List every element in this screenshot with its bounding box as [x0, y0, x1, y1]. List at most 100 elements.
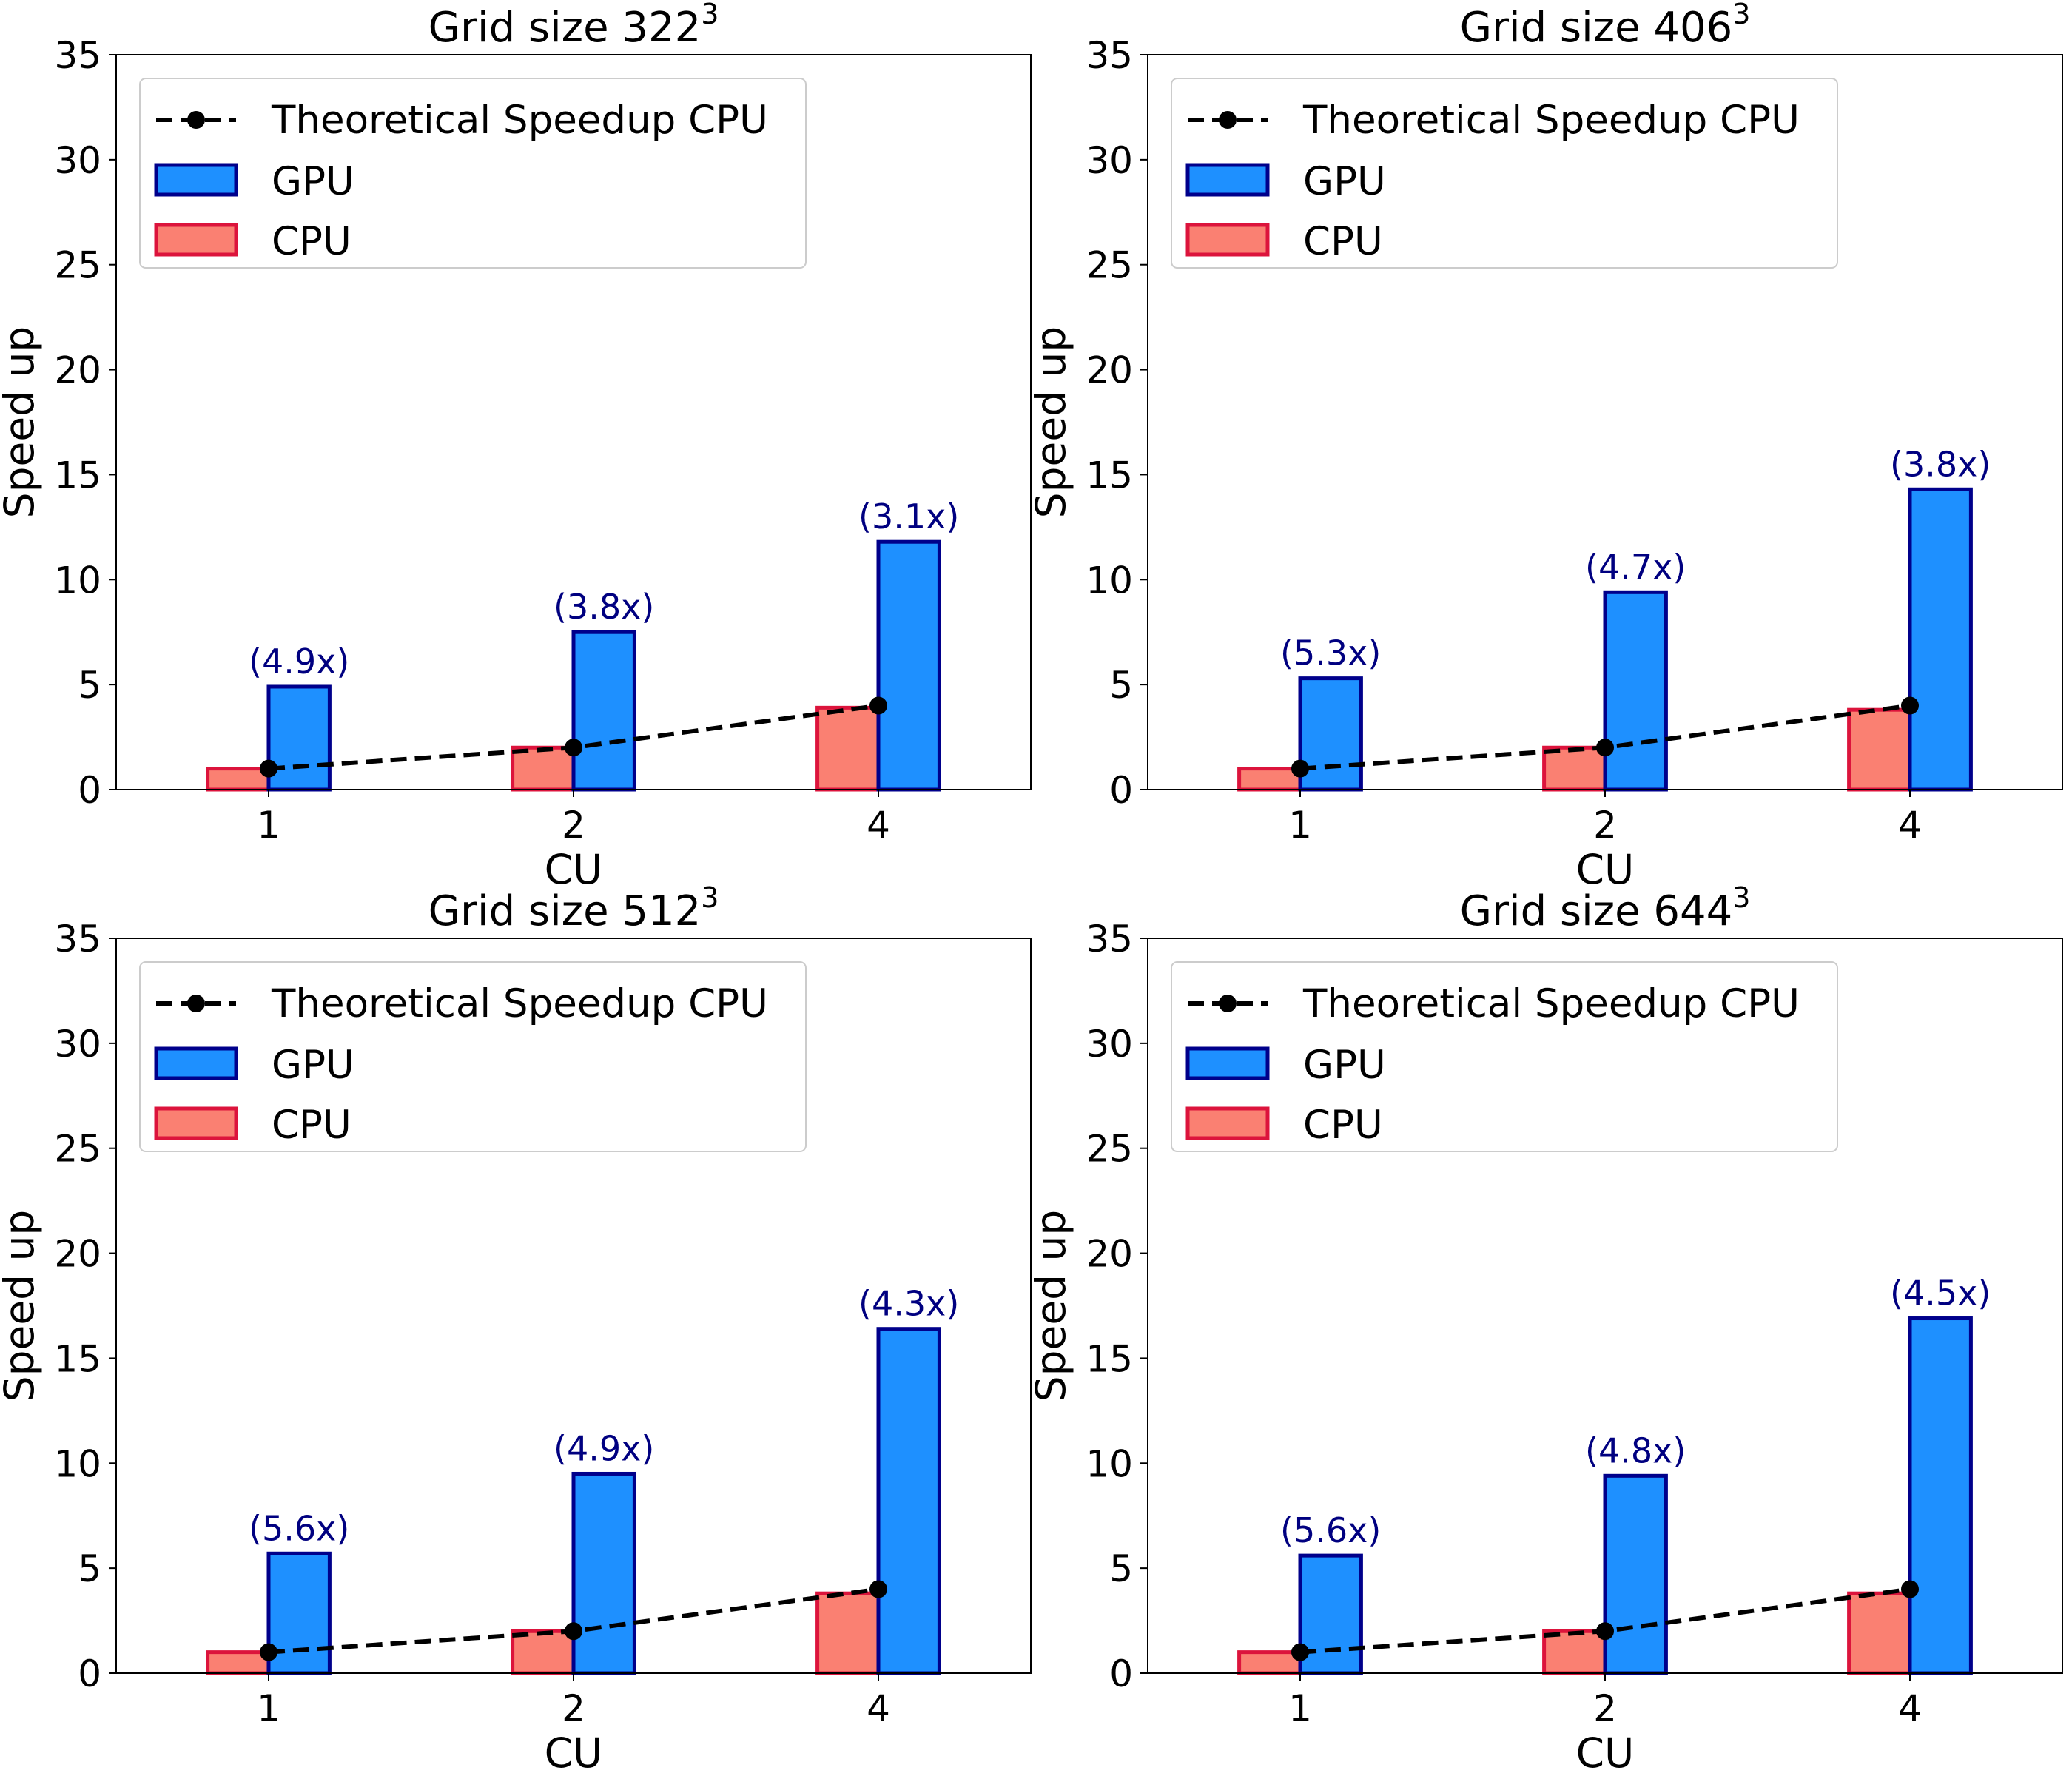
bars: (5.3x) (4.7x) (3.8x) [1237, 444, 1991, 792]
speedup-annotation-1: (4.9x) [249, 642, 349, 682]
theoretical-point-4 [1901, 1580, 1919, 1598]
cpu-bar-2 [511, 1629, 576, 1675]
legend-label: GPU [272, 159, 354, 204]
legend-marker-key [1219, 111, 1237, 129]
chart-panel-2: (5.3x) (4.7x) (3.8x) 0 5 10 15 20 25 30 35 1 2 4 CU Spe… [1027, 0, 2063, 893]
legend: Theoretical Speedup CPU GPU CPU [139, 78, 807, 269]
legend-label: CPU [1303, 1103, 1383, 1148]
x-tick-label: 1 [1288, 1687, 1312, 1730]
speedup-annotation-4: (4.3x) [858, 1284, 959, 1324]
cpu-bar-2 [1542, 745, 1607, 792]
x-tick-label: 1 [257, 1687, 280, 1730]
cpu-bar-4 [815, 705, 881, 792]
theoretical-point-4 [870, 1580, 887, 1598]
legend-gpu-swatch [1185, 1046, 1270, 1080]
theoretical-point-1 [260, 1643, 278, 1661]
y-tick-label: 10 [54, 559, 101, 602]
y-tick-label: 30 [1086, 1023, 1133, 1066]
cpu-bar-4 [815, 1591, 881, 1675]
y-axis-label: Speed up [1027, 1210, 1074, 1402]
y-tick-label: 20 [1086, 1233, 1133, 1276]
legend-label: Theoretical Speedup CPU [271, 981, 768, 1026]
x-tick-label: 4 [1898, 804, 1922, 847]
y-axis-label: Speed up [1027, 326, 1074, 519]
legend-marker-key [1219, 995, 1237, 1012]
chart-panel-1: (4.9x) (3.8x) (3.1x) 0 5 10 15 20 25 30 35 1 2 4 CU Spe… [0, 0, 1032, 893]
speedup-annotation-2: (3.8x) [554, 587, 654, 627]
y-tick-label: 30 [54, 139, 101, 182]
chart-title: Grid size 3223 [428, 0, 719, 52]
speedup-annotation-1: (5.6x) [1280, 1510, 1381, 1550]
speedup-annotation-4: (3.8x) [1890, 444, 1991, 484]
cpu-bar-4 [1847, 707, 1912, 792]
y-tick-label: 0 [1109, 769, 1133, 812]
chart-title: Grid size 4063 [1460, 0, 1751, 52]
legend-gpu-swatch [154, 1046, 238, 1080]
cpu-bar-1 [1237, 1650, 1302, 1675]
legend-cpu-swatch [1185, 223, 1270, 257]
chart-title-text: Grid size 512 [428, 887, 702, 935]
y-tick-label: 5 [78, 664, 101, 707]
legend-gpu-swatch [1185, 163, 1270, 197]
chart-title-text: Grid size 644 [1460, 887, 1733, 935]
speedup-annotation-4: (3.1x) [858, 497, 959, 536]
cpu-bar-2 [1542, 1629, 1607, 1675]
legend: Theoretical Speedup CPU GPU CPU [139, 961, 807, 1152]
theoretical-point-4 [870, 696, 887, 715]
gpu-bar-1 [1298, 676, 1363, 792]
theoretical-point-2 [1596, 739, 1614, 757]
y-tick-label: 10 [1086, 559, 1133, 602]
gpu-bar-4 [876, 1327, 941, 1675]
y-tick-label: 15 [1086, 1337, 1133, 1380]
x-tick-label: 4 [867, 1687, 890, 1730]
x-axis-label: CU [1576, 1729, 1635, 1776]
speedup-annotation-2: (4.8x) [1585, 1430, 1686, 1470]
cpu-bar-1 [1237, 767, 1302, 792]
x-tick-label: 2 [1593, 804, 1617, 847]
gpu-bar-2 [571, 1471, 636, 1675]
gpu-bar-2 [571, 630, 636, 792]
legend-box [139, 78, 807, 269]
y-tick-label: 15 [54, 454, 101, 497]
y-tick-label: 15 [54, 1337, 101, 1380]
legend-label: CPU [1303, 219, 1383, 264]
y-axis-label: Speed up [0, 326, 43, 519]
legend-label: Theoretical Speedup CPU [1302, 98, 1800, 143]
legend-marker-key [187, 111, 205, 129]
bars: (5.6x) (4.9x) (4.3x) [206, 1284, 959, 1675]
chart-panel-3: (5.6x) (4.9x) (4.3x) 0 5 10 15 20 25 30 35 1 2 4 CU Spe… [0, 881, 1032, 1776]
gpu-bar-1 [266, 1551, 332, 1675]
chart-title-text: Grid size 322 [428, 4, 702, 52]
bars: (5.6x) (4.8x) (4.5x) [1237, 1274, 1991, 1675]
x-axis-label: CU [1576, 846, 1635, 893]
gpu-bar-4 [1908, 487, 1973, 792]
legend-box [1171, 78, 1838, 269]
speedup-annotation-1: (5.3x) [1280, 633, 1381, 673]
legend-label: Theoretical Speedup CPU [271, 98, 768, 143]
gpu-bar-2 [1603, 590, 1668, 792]
legend-cpu-swatch [154, 223, 238, 257]
x-axis-label: CU [545, 1729, 603, 1776]
legend-box [1171, 961, 1838, 1152]
bars: (4.9x) (3.8x) (3.1x) [206, 497, 959, 792]
cpu-bar-1 [206, 767, 271, 792]
legend-marker-key [187, 995, 205, 1012]
y-tick-label: 20 [1086, 349, 1133, 392]
gpu-bar-4 [876, 539, 941, 792]
y-tick-label: 0 [78, 769, 101, 812]
legend-cpu-swatch [154, 1106, 238, 1140]
x-tick-label: 1 [257, 804, 280, 847]
x-tick-label: 2 [562, 1687, 585, 1730]
theoretical-point-2 [565, 1622, 582, 1641]
y-tick-label: 10 [54, 1442, 101, 1485]
y-axis-label: Speed up [0, 1210, 43, 1402]
gpu-bar-1 [1298, 1553, 1363, 1675]
y-tick-label: 5 [78, 1547, 101, 1590]
y-tick-label: 25 [1086, 1128, 1133, 1171]
chart-title-superscript: 3 [701, 881, 719, 914]
chart-title: Grid size 6443 [1460, 881, 1751, 935]
chart-title: Grid size 5123 [428, 881, 719, 935]
y-tick-label: 0 [1109, 1652, 1133, 1695]
theoretical-point-1 [1291, 1643, 1309, 1661]
